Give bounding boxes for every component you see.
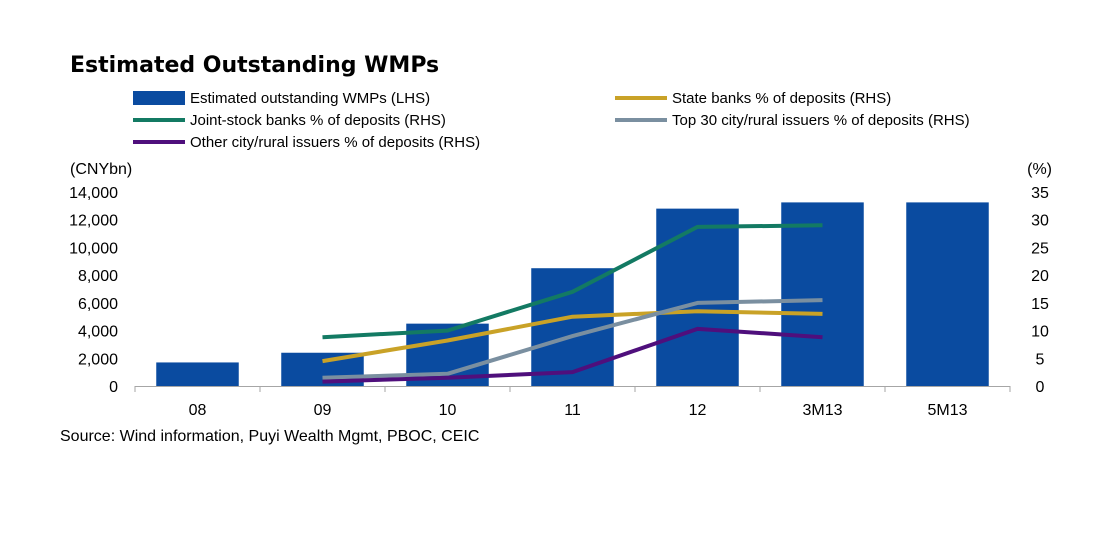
right-tick-label: 20 [1031,268,1049,285]
left-tick-label: 10,000 [69,240,118,257]
line-series [322,223,823,384]
left-tick-label: 12,000 [69,213,118,230]
right-tick-label: 10 [1031,324,1049,341]
left-tick-label: 0 [109,379,118,396]
legend-swatch [133,91,185,105]
x-tick-label: 09 [314,402,332,419]
bar [906,202,989,386]
left-tick-label: 8,000 [78,268,118,285]
series-line [322,298,823,380]
left-tick-label: 2,000 [78,351,118,368]
right-tick-label: 0 [1036,379,1045,396]
legend-label: Joint-stock banks % of deposits (RHS) [190,112,446,129]
right-axis-unit: (%) [1027,161,1052,178]
series-line [322,223,823,340]
right-axis-ticks: 35 30 25 20 15 10 5 0 [1031,185,1049,396]
right-tick-label: 15 [1031,296,1049,313]
legend-label: Other city/rural issuers % of deposits (… [190,134,480,151]
x-tick-label: 11 [564,402,581,419]
right-tick-label: 35 [1031,185,1049,202]
legend-label: Top 30 city/rural issuers % of deposits … [672,112,970,129]
x-tick-label: 3M13 [802,402,842,419]
legend: Estimated outstanding WMPs (LHS) State ba… [133,90,970,151]
series-line [322,326,823,384]
source-note: Source: Wind information, Puyi Wealth Mg… [60,428,479,445]
chart-title: Estimated Outstanding WMPs [70,53,439,78]
x-axis-ticks: 08 09 10 11 12 3M13 5M13 [134,386,1011,419]
bar [156,362,239,386]
right-tick-label: 5 [1036,351,1045,368]
bar [656,208,739,386]
x-tick-label: 12 [689,402,707,419]
legend-label: Estimated outstanding WMPs (LHS) [190,90,430,107]
left-tick-label: 4,000 [78,324,118,341]
left-axis-unit: (CNYbn) [70,161,132,178]
bar-series [156,202,989,386]
bar [781,202,864,386]
right-tick-label: 30 [1031,213,1049,230]
left-tick-label: 14,000 [69,185,118,202]
x-tick-label: 08 [189,402,207,419]
left-axis-ticks: 14,000 12,000 10,000 8,000 6,000 4,000 2,000 0 [69,185,118,396]
right-tick-label: 25 [1031,240,1049,257]
x-tick-label: 10 [439,402,457,419]
x-tick-label: 5M13 [927,402,967,419]
series-line [322,309,823,364]
left-tick-label: 6,000 [78,296,118,313]
legend-label: State banks % of deposits (RHS) [672,90,891,107]
